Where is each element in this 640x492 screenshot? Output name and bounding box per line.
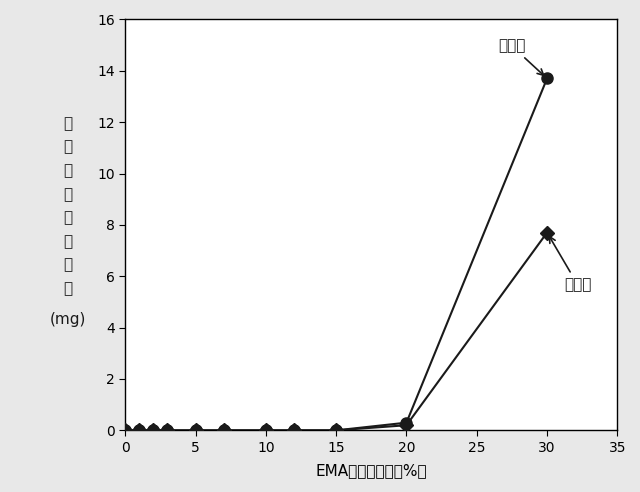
Text: ト: ト	[63, 163, 72, 178]
Text: (mg): (mg)	[49, 312, 86, 327]
Text: 量: 量	[63, 281, 72, 296]
Text: 吸: 吸	[63, 234, 72, 249]
Text: 高劑断: 高劑断	[549, 237, 591, 292]
Text: 着: 着	[63, 257, 72, 273]
Text: ン: ン	[63, 139, 72, 154]
Text: ー: ー	[63, 186, 72, 202]
Text: 低劑断: 低劑断	[498, 38, 543, 75]
Text: メ: メ	[63, 116, 72, 131]
Text: ル: ル	[63, 210, 72, 225]
X-axis label: EMA配合比（質量%）: EMA配合比（質量%）	[316, 463, 427, 478]
